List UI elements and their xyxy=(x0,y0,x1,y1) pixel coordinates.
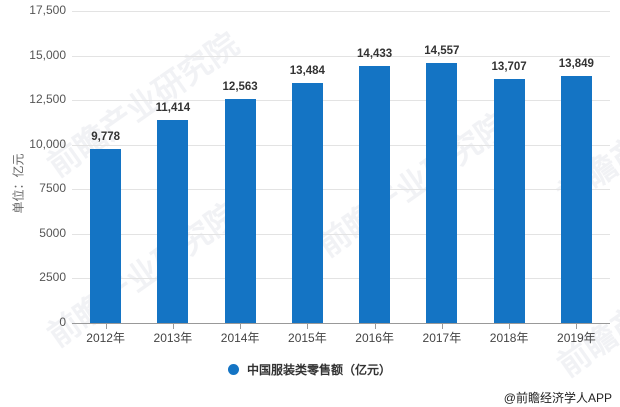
y-tick-label: 12,500 xyxy=(29,92,66,107)
bar-value-label: 14,557 xyxy=(424,45,460,58)
y-tick-label: 15,000 xyxy=(29,47,66,62)
bar[interactable] xyxy=(157,119,189,323)
bar-value-label: 13,707 xyxy=(491,60,527,73)
x-axis-line xyxy=(72,323,610,324)
bar-value-label: 13,484 xyxy=(289,64,325,77)
gridline xyxy=(72,278,610,280)
legend[interactable]: 中国服装类零售额（亿元） xyxy=(228,361,391,378)
bar[interactable] xyxy=(359,65,391,323)
bar[interactable] xyxy=(493,78,525,323)
y-axis-title: 单位：亿元 xyxy=(11,153,26,214)
legend-marker-icon xyxy=(228,364,239,375)
x-tick-label: 2016年 xyxy=(355,331,394,345)
x-tick-label: 2017年 xyxy=(422,331,462,345)
y-tick-label: 0 xyxy=(59,315,66,329)
x-tick xyxy=(576,323,578,329)
gridline xyxy=(72,55,610,57)
bar-value-label: 13,849 xyxy=(558,58,594,71)
gridline xyxy=(72,100,610,102)
x-tick xyxy=(441,323,443,329)
x-tick-label: 2014年 xyxy=(220,331,260,345)
gridline xyxy=(72,189,610,191)
source-credit: @前瞻经济学人APP xyxy=(503,391,612,405)
x-tick-label: 2018年 xyxy=(489,331,529,345)
x-tick xyxy=(240,323,242,329)
x-tick xyxy=(172,323,174,329)
y-tick-label: 17,500 xyxy=(29,3,66,17)
y-tick-label: 10,000 xyxy=(29,136,66,151)
x-tick-label: 2013年 xyxy=(153,331,193,345)
x-tick xyxy=(307,323,309,329)
bar-value-label: 9,778 xyxy=(91,130,121,143)
bar[interactable] xyxy=(224,99,256,323)
x-tick-label: 2012年 xyxy=(86,331,125,345)
bar-value-label: 14,433 xyxy=(357,47,393,60)
watermark: 前瞻产业研究院 xyxy=(311,105,516,264)
gridline xyxy=(72,11,610,12)
bar[interactable] xyxy=(560,76,592,323)
y-tick-label: 7500 xyxy=(39,181,66,196)
legend-label: 中国服装类零售额（亿元） xyxy=(247,363,392,377)
x-tick-label: 2015年 xyxy=(288,331,327,345)
bar[interactable] xyxy=(426,63,458,323)
bar-value-label: 12,563 xyxy=(222,81,258,94)
bar[interactable] xyxy=(90,148,122,323)
y-tick-label: 5000 xyxy=(39,225,66,240)
x-tick-label: 2019年 xyxy=(557,331,596,345)
x-tick xyxy=(105,323,107,329)
bar[interactable] xyxy=(291,82,323,323)
x-tick xyxy=(374,323,376,329)
bar-value-label: 11,414 xyxy=(155,101,191,114)
y-tick-label: 2500 xyxy=(39,270,66,285)
x-tick xyxy=(509,323,511,329)
gridline xyxy=(72,144,610,146)
gridline xyxy=(72,233,610,235)
